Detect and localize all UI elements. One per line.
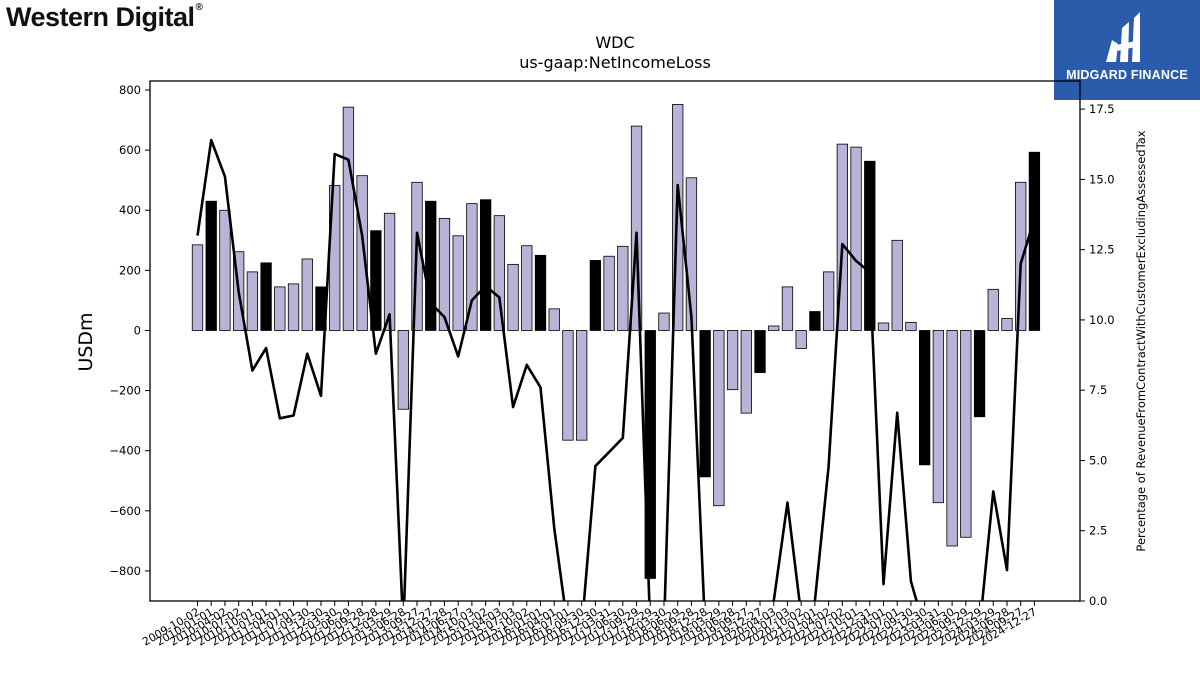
y-tick-label: −400 [109, 444, 141, 458]
y-tick-label: −200 [109, 384, 141, 398]
bar [246, 271, 259, 331]
bar [589, 260, 602, 331]
y2-tick-label: 12.5 [1089, 243, 1115, 257]
bar [356, 175, 368, 331]
y-tick-label: −600 [109, 504, 141, 518]
bar [562, 330, 574, 441]
bar [891, 239, 903, 331]
bar [864, 160, 876, 331]
bar [521, 245, 533, 331]
chart-title: WDC [595, 33, 634, 52]
bar [713, 330, 725, 507]
bar [219, 209, 231, 331]
y2-tick-label: 5.0 [1089, 453, 1107, 467]
bar [836, 143, 848, 331]
bar [768, 325, 780, 331]
bar [905, 321, 917, 331]
bar [617, 245, 629, 331]
y-axis-label: USDm [75, 312, 97, 371]
bar [191, 244, 204, 331]
bar [726, 330, 739, 391]
y2-axis-label: Percentage of RevenueFromContractWithCus… [1134, 130, 1148, 551]
chart-subtitle: us-gaap:NetIncomeLoss [519, 53, 711, 72]
y2-tick-label: 17.5 [1089, 102, 1115, 116]
bar [301, 258, 313, 331]
bar [383, 212, 396, 331]
bar [630, 125, 643, 331]
y-tick-label: 0 [134, 323, 141, 337]
bar [548, 308, 560, 331]
bar [658, 312, 670, 331]
bar [534, 254, 547, 331]
y-tick-label: 200 [119, 263, 141, 277]
bar [932, 330, 945, 504]
bar [850, 146, 862, 331]
western-digital-logo: Western Digital® [6, 2, 203, 32]
bar [699, 330, 711, 478]
plot-frame [149, 80, 1081, 602]
bar [260, 262, 272, 331]
bar [822, 271, 835, 331]
bar [274, 286, 286, 331]
midgard-finance-emblem [1106, 12, 1140, 62]
y-tick-label: −800 [109, 564, 141, 578]
percentage-line [196, 138, 1036, 601]
bar [603, 255, 615, 331]
bar [919, 330, 931, 466]
bar [795, 330, 807, 349]
bar [987, 288, 999, 331]
bar [205, 200, 217, 331]
y-tick-label: 600 [119, 143, 141, 157]
bar [809, 311, 821, 331]
bar [1015, 181, 1027, 331]
bar [973, 330, 986, 418]
bar [452, 235, 464, 331]
y2-tick-label: 7.5 [1089, 383, 1107, 397]
bar [466, 203, 478, 331]
y2-tick-label: 10.0 [1089, 313, 1115, 327]
y2-tick-label: 0.0 [1089, 594, 1107, 608]
line-series [196, 138, 1036, 601]
bar [946, 330, 958, 547]
bar [877, 322, 890, 331]
y-tick-label: 400 [119, 203, 141, 217]
y2-tick-label: 2.5 [1089, 524, 1107, 538]
bar [1001, 318, 1013, 331]
bar-series [191, 104, 1041, 579]
bar [507, 263, 519, 331]
bar [397, 330, 409, 410]
bar [1028, 151, 1041, 331]
bar [754, 330, 766, 373]
bar [576, 330, 588, 441]
midgard-finance-logo: MIDGARD FINANCE [1054, 0, 1200, 100]
bar [342, 106, 355, 331]
bar [740, 330, 752, 414]
bar [438, 217, 451, 331]
bar [425, 200, 437, 331]
bar [960, 330, 972, 538]
bar [493, 215, 505, 331]
y2-tick-label: 15.0 [1089, 172, 1115, 186]
bar [287, 283, 300, 331]
bar [479, 199, 492, 331]
y-tick-label: 800 [119, 83, 141, 97]
bar [781, 286, 794, 331]
bar [370, 230, 382, 331]
axes: −800 −600 −400 −200 0 200 400 600 800 0.0 2.5 5.0 7.… [109, 80, 1115, 649]
midgard-finance-text: MIDGARD FINANCE [1066, 68, 1188, 82]
